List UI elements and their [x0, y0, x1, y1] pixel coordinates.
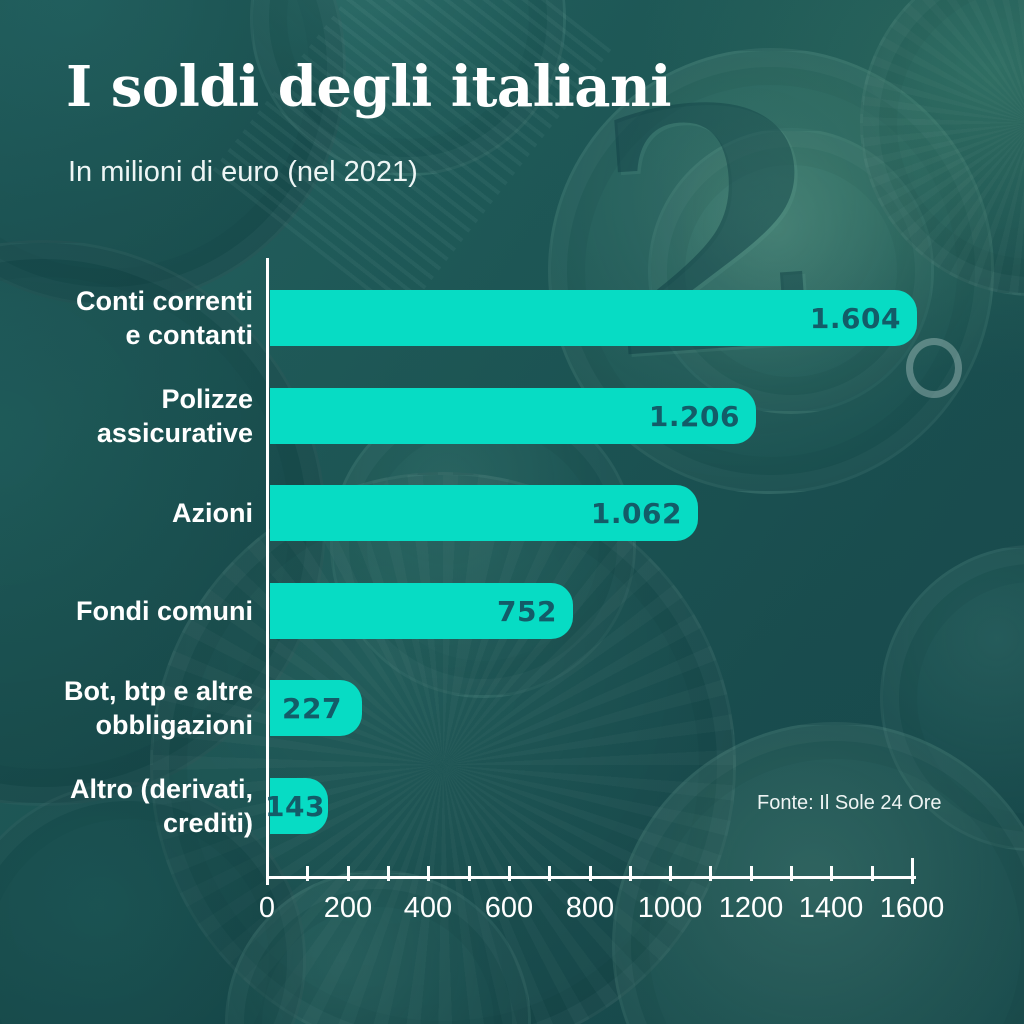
bar: 1.206: [270, 388, 756, 444]
x-tick: [468, 866, 471, 881]
x-tick: [508, 866, 511, 881]
x-tick: [911, 858, 914, 884]
bar: 1.062: [270, 485, 698, 541]
category-label-line: obbligazioni: [95, 710, 253, 740]
category-label-line: Bot, btp e altre: [63, 676, 253, 706]
category-label-line: Azioni: [172, 498, 253, 528]
x-tick-label: 0: [258, 892, 276, 924]
coin-letter-o-decoration: [906, 338, 962, 398]
x-tick: [347, 866, 350, 881]
category-label: Conti correnti e contanti: [0, 284, 253, 352]
category-label-line: Conti correnti: [75, 286, 253, 316]
x-tick: [387, 866, 390, 881]
x-tick: [871, 866, 874, 881]
x-tick: [709, 866, 712, 881]
category-label-line: Altro (derivati,: [69, 774, 253, 804]
x-tick: [790, 866, 793, 881]
category-label-line: Fondi comuni: [76, 596, 253, 626]
category-label-line: Polizze: [161, 384, 253, 414]
page-subtitle: In milioni di euro (nel 2021): [68, 156, 418, 188]
bar: 143: [265, 778, 328, 834]
x-tick-label: 1200: [718, 892, 784, 924]
category-label: Bot, btp e altre obbligazioni: [0, 674, 253, 742]
category-label-line: assicurative: [96, 418, 253, 448]
x-tick-label: 600: [484, 892, 534, 924]
bar-value: 1.062: [590, 496, 682, 530]
x-tick: [306, 866, 309, 881]
category-label: Altro (derivati, crediti): [0, 772, 253, 840]
bar-value: 143: [265, 789, 325, 823]
bar: 227: [270, 680, 362, 736]
x-tick: [427, 866, 430, 881]
category-label-line: crediti): [162, 808, 253, 838]
bar: 1.604: [270, 290, 917, 346]
bar-value: 752: [497, 594, 557, 628]
source-note: Fonte: Il Sole 24 Ore: [757, 792, 942, 814]
y-axis-line: [266, 258, 269, 885]
bar: 752: [270, 583, 573, 639]
x-tick-label: 200: [323, 892, 373, 924]
x-tick: [548, 866, 551, 881]
x-tick-label: 400: [403, 892, 453, 924]
x-tick-label: 1600: [879, 892, 945, 924]
x-tick: [266, 866, 269, 881]
x-tick-label: 1400: [798, 892, 864, 924]
category-label-line: e contanti: [125, 320, 253, 350]
x-tick: [830, 866, 833, 881]
category-label: Polizze assicurative: [0, 382, 253, 450]
x-tick: [589, 866, 592, 881]
bar-value: 1.604: [809, 301, 901, 335]
bar-value: 1.206: [648, 399, 740, 433]
x-tick-label: 1000: [637, 892, 703, 924]
x-tick: [750, 866, 753, 881]
category-label: Fondi comuni: [0, 594, 253, 628]
x-tick: [629, 866, 632, 881]
x-tick-label: 800: [565, 892, 615, 924]
x-tick: [669, 866, 672, 881]
page-title: I soldi degli italiani: [66, 54, 672, 120]
category-label: Azioni: [0, 496, 253, 530]
bar-value: 227: [282, 691, 342, 725]
